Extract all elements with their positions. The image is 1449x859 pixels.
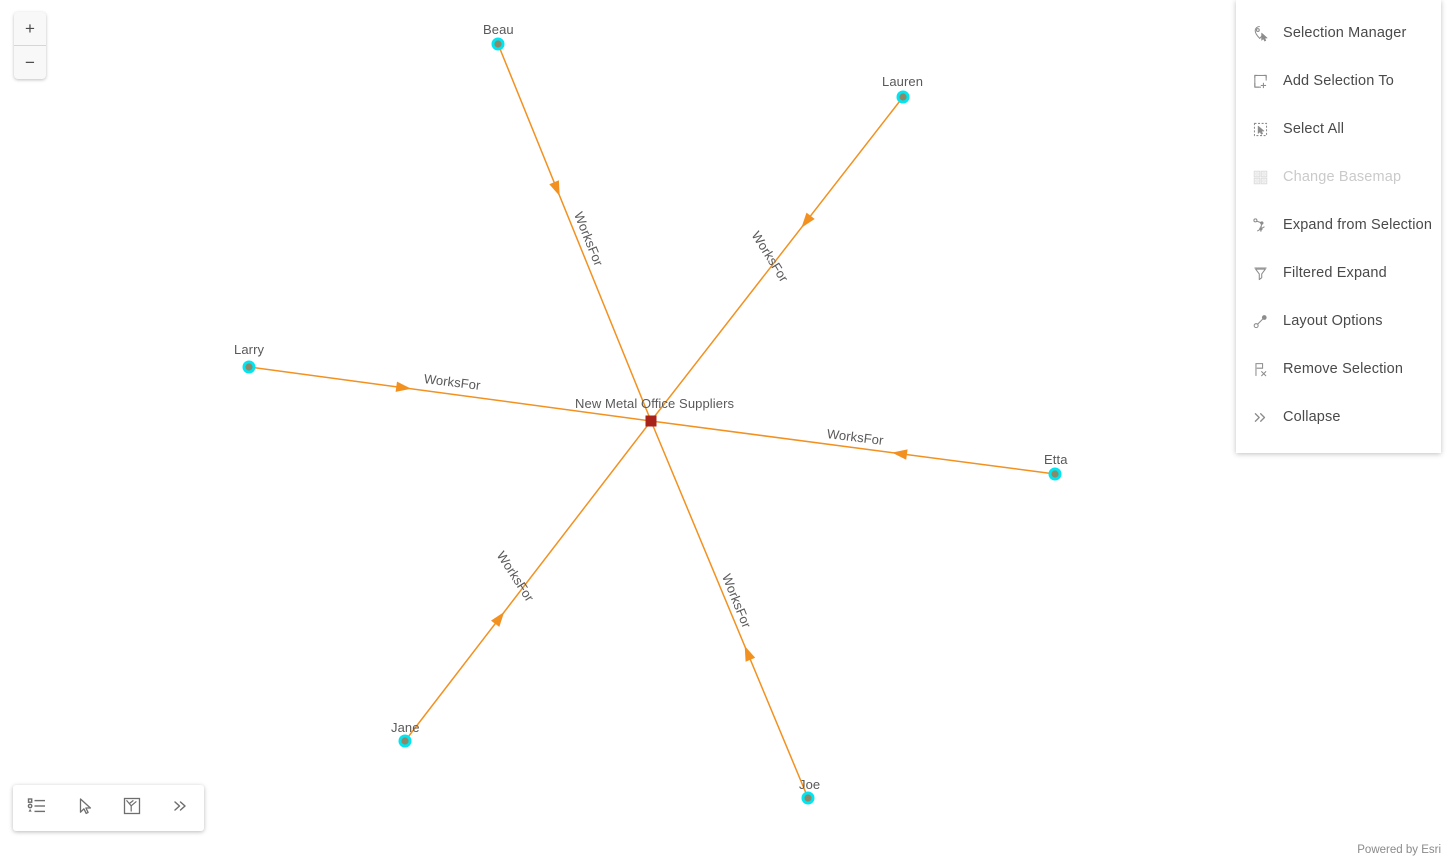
edge-arrowhead [744, 645, 756, 662]
menu-item-label: Remove Selection [1283, 361, 1404, 377]
edge-arrowhead [801, 212, 815, 228]
graph-node-core[interactable] [401, 737, 409, 745]
graph-node-core[interactable] [245, 363, 253, 371]
menu-item-filtered-expand[interactable]: Filtered Expand [1236, 249, 1441, 297]
graph-node-center[interactable] [645, 415, 657, 427]
edge-arrowhead [892, 449, 908, 460]
chevron-double-right-icon [1251, 408, 1269, 426]
node-label-beau: Beau [483, 22, 514, 37]
menu-item-remove-selection[interactable]: Remove Selection [1236, 345, 1441, 393]
menu-item-collapse[interactable]: Collapse [1236, 393, 1441, 441]
node-label-center: New Metal Office Suppliers [575, 396, 735, 411]
filter-icon [1251, 264, 1269, 282]
menu-item-label: Filtered Expand [1283, 265, 1387, 281]
graph-node-core[interactable] [899, 93, 907, 101]
pointer-button[interactable] [61, 785, 109, 831]
bottom-toolbar[interactable] [13, 785, 204, 831]
edge-arrowhead [395, 381, 412, 392]
node-label-lauren: Lauren [882, 74, 924, 89]
menu-item-add-selection-to[interactable]: Add Selection To [1236, 57, 1441, 105]
selection-manager-icon [1251, 24, 1269, 42]
menu-item-label: Change Basemap [1283, 169, 1402, 185]
change-basemap-icon [1251, 168, 1269, 186]
menu-item-change-basemap: Change Basemap [1236, 153, 1441, 201]
legend-icon [26, 795, 48, 822]
expand-toolbar-button[interactable] [156, 785, 204, 831]
link-chart-button[interactable] [109, 785, 157, 831]
menu-item-label: Expand from Selection [1283, 217, 1433, 233]
pointer-icon [75, 796, 95, 821]
context-menu[interactable]: Selection Manager Add Selection To Select … [1236, 0, 1441, 453]
layout-options-icon [1251, 312, 1269, 330]
edge-joe-to-center[interactable] [650, 420, 809, 799]
edge-etta-to-center[interactable] [650, 420, 1056, 475]
graph-node-core[interactable] [494, 40, 502, 48]
edges-layer [248, 43, 1056, 799]
menu-item-selection-manager[interactable]: Selection Manager [1236, 9, 1441, 57]
legend-button[interactable] [13, 785, 61, 831]
graph-node-core[interactable] [804, 794, 812, 802]
zoom-out-button[interactable]: − [14, 45, 46, 79]
zoom-in-button[interactable]: + [25, 19, 35, 38]
arrowheads-layer [395, 180, 908, 662]
node-label-etta: Etta [1044, 452, 1068, 467]
select-all-icon [1251, 120, 1269, 138]
edge-beau-to-center[interactable] [497, 43, 652, 422]
menu-item-label: Collapse [1283, 409, 1341, 425]
menu-item-select-all[interactable]: Select All [1236, 105, 1441, 153]
menu-item-layout-options[interactable]: Layout Options [1236, 297, 1441, 345]
edge-arrowhead [491, 611, 505, 627]
chevron-double-right-icon [170, 796, 190, 821]
remove-selection-icon [1251, 360, 1269, 378]
menu-item-label: Layout Options [1283, 313, 1383, 329]
menu-item-expand-from-selection[interactable]: Expand from Selection [1236, 201, 1441, 249]
link-chart-icon [122, 796, 142, 821]
edge-arrowhead [549, 180, 560, 197]
add-selection-to-icon [1251, 72, 1269, 90]
edge-jane-to-center[interactable] [404, 420, 652, 742]
edge-lauren-to-center[interactable] [650, 96, 904, 422]
expand-selection-icon [1251, 216, 1269, 234]
menu-item-label: Add Selection To [1283, 73, 1394, 89]
edge-larry-to-center[interactable] [248, 366, 652, 422]
menu-item-label: Selection Manager [1283, 25, 1407, 41]
zoom-control[interactable]: + − [14, 12, 46, 79]
graph-node-core[interactable] [1051, 470, 1059, 478]
node-label-jane: Jane [391, 720, 420, 735]
node-label-joe: Joe [799, 777, 821, 792]
attribution-text: Powered by Esri [1357, 844, 1441, 856]
nodes-layer [242, 37, 1062, 805]
menu-item-label: Select All [1283, 121, 1345, 137]
node-label-larry: Larry [234, 342, 265, 357]
